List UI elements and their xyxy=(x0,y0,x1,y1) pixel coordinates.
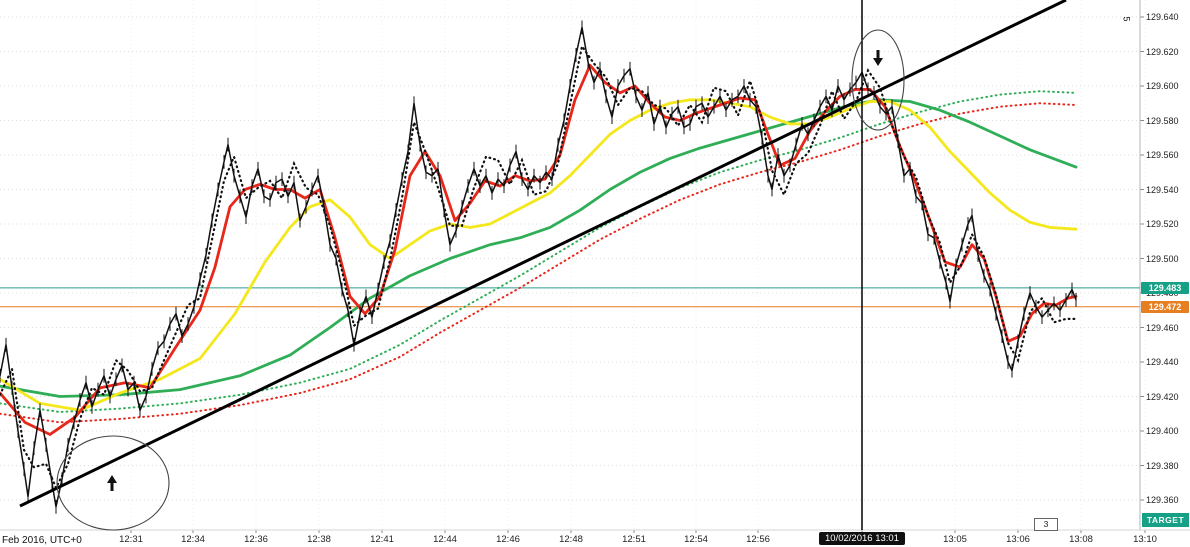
price-axis-label: 129.380 xyxy=(1146,460,1179,471)
time-axis-label: 12:41 xyxy=(370,534,394,545)
price-axis-label: 129.620 xyxy=(1146,46,1179,57)
price-axis-label: 129.580 xyxy=(1146,115,1179,126)
price-axis-label: 129.600 xyxy=(1146,81,1179,91)
price-axis-label: 129.360 xyxy=(1146,495,1179,505)
price-axis-label: 129.520 xyxy=(1146,219,1179,229)
price-axis-label: 129.400 xyxy=(1146,426,1179,436)
price-axis-label: 129.440 xyxy=(1146,357,1179,367)
price-axis-label: 129.420 xyxy=(1146,391,1179,402)
up-arrow-icon xyxy=(107,475,117,483)
time-axis-label: 13:10 xyxy=(1133,534,1157,545)
price-axis-label: 129.500 xyxy=(1146,253,1179,264)
price-axis-label: 129.640 xyxy=(1146,12,1179,22)
time-axis-label: 12:34 xyxy=(181,534,205,545)
series-band-lower-red-dots xyxy=(0,102,1077,424)
time-axis-label-highlighted: 10/02/2016 13:01 xyxy=(819,532,905,545)
price-axis-label: 129.560 xyxy=(1146,150,1179,160)
annotation-ellipse xyxy=(851,29,905,131)
time-axis-label: 12:51 xyxy=(622,534,646,545)
price-axis-label: 129.540 xyxy=(1146,184,1179,195)
series-price-trail-dots xyxy=(0,43,1078,491)
period-label: 5 xyxy=(1121,16,1132,22)
target-badge: TARGET xyxy=(1142,513,1189,527)
series-ma-slow-green xyxy=(0,98,1078,398)
down-arrow-icon xyxy=(873,58,883,66)
price-axis-label: 129.460 xyxy=(1146,322,1179,333)
time-axis-label: 13:05 xyxy=(943,534,967,545)
time-axis-label: 12:56 xyxy=(746,534,770,545)
time-axis-label: 12:46 xyxy=(496,534,520,545)
bar-count-marker: 3 xyxy=(1034,518,1058,531)
time-axis-label: 13:06 xyxy=(1006,534,1030,545)
trend-line xyxy=(19,0,1067,508)
price-tag-lower: 129.472 xyxy=(1141,300,1189,313)
time-axis-label: 12:36 xyxy=(244,534,268,545)
time-axis-label: 12:48 xyxy=(559,534,583,545)
series-ma-mid-yellow xyxy=(0,98,1078,412)
series-band-upper-green-dots xyxy=(0,90,1077,414)
price-tag-upper: 129.483 xyxy=(1141,281,1189,294)
series-price xyxy=(0,26,1077,508)
annotation-ellipse xyxy=(56,435,170,531)
time-axis-label: 12:31 xyxy=(119,534,143,545)
time-axis-label: 13:08 xyxy=(1069,534,1093,545)
time-axis-label: 12:38 xyxy=(307,534,331,545)
date-utc-label: Feb 2016, UTC+0 xyxy=(2,535,82,546)
time-axis-label: 12:54 xyxy=(684,534,708,545)
time-axis-label: 12:44 xyxy=(433,534,457,545)
